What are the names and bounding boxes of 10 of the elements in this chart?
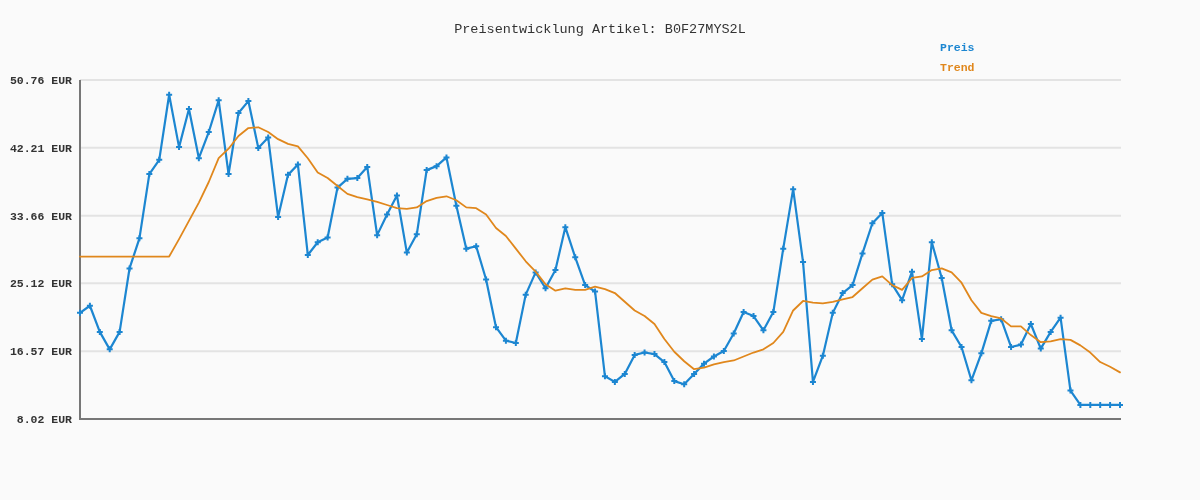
chart-title: Preisentwicklung Artikel: B0F27MYS2L (454, 22, 746, 37)
line-series (79, 126, 1121, 374)
y-tick-label: 25.12 EUR (9, 277, 73, 291)
y-tick-label: 8.02 EUR (16, 413, 73, 427)
y-tick-label: 42.21 EUR (9, 141, 73, 155)
text: Trend (940, 61, 975, 74)
y-tick-label: 16.57 EUR (9, 345, 73, 359)
y-tick-label: 50.76 EUR (9, 74, 73, 88)
y-tick-label: 33.66 EUR (9, 209, 73, 223)
text: Preis (940, 41, 975, 54)
